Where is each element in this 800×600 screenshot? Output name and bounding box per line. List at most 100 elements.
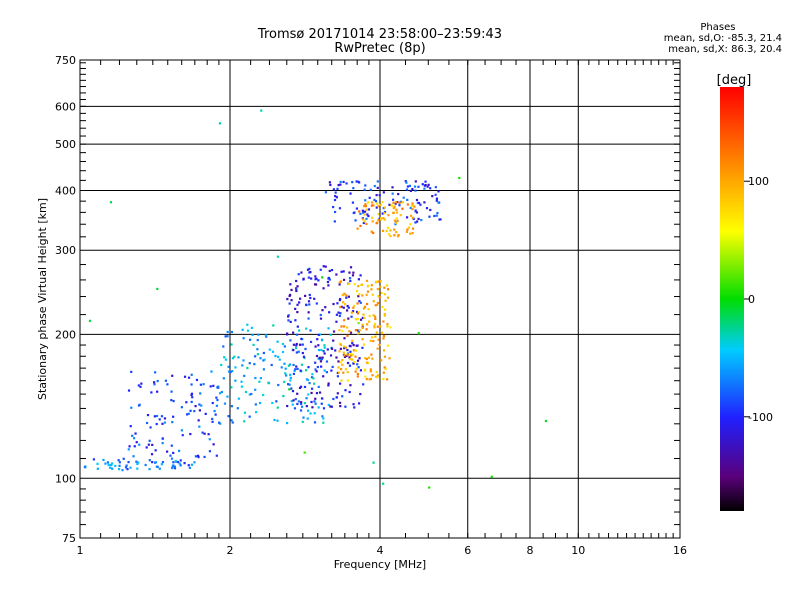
data-point bbox=[382, 191, 385, 194]
data-point bbox=[345, 326, 349, 329]
data-point bbox=[83, 466, 87, 469]
data-point bbox=[407, 226, 411, 229]
data-point bbox=[336, 302, 339, 305]
data-point bbox=[309, 329, 312, 332]
data-point bbox=[190, 373, 193, 376]
data-point bbox=[248, 415, 251, 418]
data-point bbox=[211, 420, 214, 423]
data-point bbox=[368, 320, 371, 323]
x-axis-label: Frequency [MHz] bbox=[334, 558, 426, 571]
data-point bbox=[200, 404, 203, 407]
data-point bbox=[226, 395, 229, 398]
data-point bbox=[341, 301, 345, 304]
data-point bbox=[308, 303, 311, 306]
data-point bbox=[328, 269, 331, 273]
data-point bbox=[356, 359, 360, 362]
data-point bbox=[372, 231, 375, 235]
data-point bbox=[352, 353, 355, 356]
data-point bbox=[344, 405, 347, 408]
data-point bbox=[346, 348, 349, 352]
data-point bbox=[342, 306, 345, 309]
data-point bbox=[286, 297, 289, 301]
data-point bbox=[284, 367, 287, 370]
data-point bbox=[357, 311, 360, 314]
data-point bbox=[138, 443, 141, 446]
data-point bbox=[156, 379, 159, 383]
data-point bbox=[215, 396, 218, 399]
colorbar bbox=[720, 87, 744, 511]
data-point bbox=[212, 384, 215, 387]
data-point bbox=[337, 366, 340, 369]
data-point bbox=[377, 294, 380, 297]
data-point bbox=[104, 462, 107, 465]
data-point bbox=[230, 386, 233, 389]
data-point bbox=[193, 461, 196, 464]
data-point bbox=[118, 464, 121, 467]
data-point bbox=[416, 201, 419, 205]
data-point bbox=[292, 331, 295, 334]
data-point bbox=[262, 393, 265, 397]
data-point bbox=[301, 420, 304, 423]
data-point bbox=[402, 196, 405, 199]
data-point bbox=[361, 294, 364, 297]
data-point bbox=[387, 214, 390, 217]
data-point bbox=[199, 383, 202, 386]
data-point bbox=[285, 374, 288, 377]
data-point bbox=[339, 404, 342, 408]
data-point bbox=[320, 358, 323, 361]
data-point bbox=[226, 330, 229, 334]
data-point bbox=[344, 346, 348, 349]
data-point bbox=[374, 317, 377, 321]
data-point bbox=[435, 214, 438, 217]
data-point bbox=[357, 321, 360, 325]
data-point bbox=[341, 330, 344, 333]
data-point bbox=[371, 374, 374, 377]
data-point bbox=[409, 206, 412, 210]
data-point bbox=[372, 204, 375, 207]
data-point bbox=[294, 368, 297, 371]
data-point bbox=[389, 229, 392, 232]
data-point bbox=[354, 329, 358, 332]
data-point bbox=[263, 358, 266, 361]
data-point bbox=[364, 368, 367, 371]
data-point bbox=[343, 355, 347, 359]
data-point bbox=[332, 330, 336, 333]
data-point bbox=[201, 431, 204, 434]
data-point bbox=[291, 403, 294, 406]
data-point bbox=[218, 122, 222, 125]
data-point bbox=[280, 366, 283, 369]
tick-labels: 1 2 4 6 8 10 16 75 100 200 300 400 500 600 750 bbox=[55, 54, 687, 557]
data-point bbox=[288, 363, 292, 366]
data-point bbox=[289, 373, 292, 376]
data-point bbox=[356, 363, 359, 366]
data-point bbox=[107, 463, 110, 466]
data-point bbox=[312, 377, 315, 380]
data-point bbox=[117, 459, 120, 462]
data-point bbox=[174, 459, 177, 463]
data-point bbox=[374, 304, 377, 307]
data-point bbox=[190, 392, 194, 395]
data-point bbox=[132, 437, 136, 440]
data-point bbox=[214, 413, 217, 416]
data-point bbox=[155, 414, 159, 418]
data-point bbox=[278, 358, 281, 361]
data-point bbox=[315, 354, 319, 358]
data-point bbox=[376, 325, 379, 328]
data-point bbox=[298, 386, 302, 390]
data-point bbox=[327, 384, 330, 387]
data-point bbox=[379, 217, 383, 220]
data-point bbox=[135, 441, 138, 444]
data-point bbox=[347, 317, 350, 320]
data-point bbox=[156, 465, 159, 468]
data-point bbox=[365, 222, 368, 226]
data-point bbox=[338, 281, 341, 284]
data-point bbox=[271, 401, 274, 405]
data-point bbox=[294, 307, 297, 311]
data-point bbox=[172, 451, 175, 455]
data-point bbox=[364, 184, 367, 187]
data-point bbox=[349, 331, 353, 334]
data-point bbox=[223, 402, 227, 405]
chart-subtitle: RwPretec (8p) bbox=[334, 41, 426, 56]
data-point bbox=[355, 207, 359, 210]
data-point bbox=[433, 214, 436, 218]
